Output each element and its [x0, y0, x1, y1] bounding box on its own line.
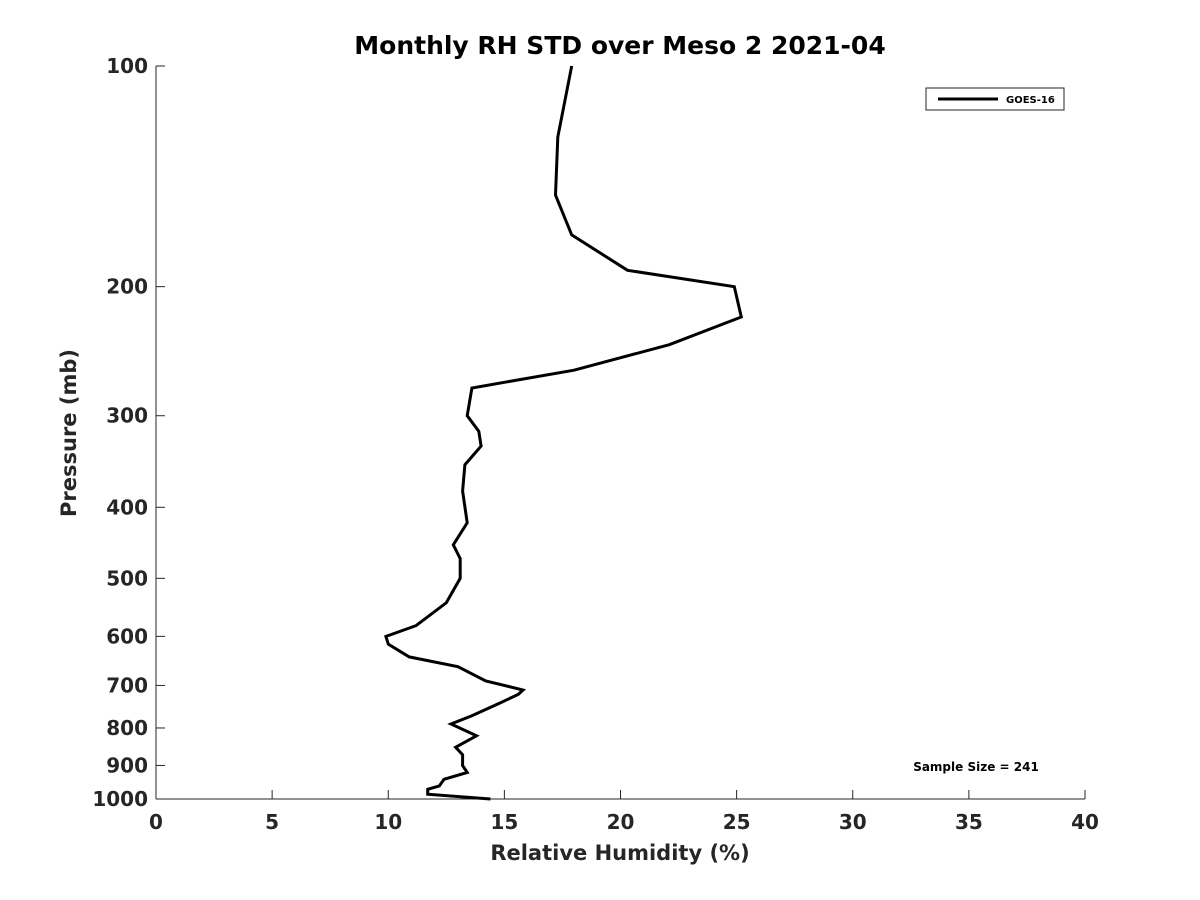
sample-size-annotation: Sample Size = 241	[913, 760, 1039, 774]
series-line-goes-16	[384, 65, 744, 801]
x-tick-label-10: 10	[374, 810, 402, 834]
y-tick-label-600: 600	[106, 624, 148, 648]
x-tick-label-30: 30	[839, 810, 867, 834]
y-tick-label-400: 400	[106, 495, 148, 519]
y-tick-label-500: 500	[106, 566, 148, 590]
x-tick-label-25: 25	[723, 810, 751, 834]
y-tick-label-900: 900	[106, 753, 148, 777]
y-axis-label: Pressure (mb)	[57, 349, 81, 517]
series-layer	[384, 65, 744, 801]
chart-title: Monthly RH STD over Meso 2 2021-04	[354, 31, 885, 60]
y-tick-label-800: 800	[106, 716, 148, 740]
x-tick-label-15: 15	[490, 810, 518, 834]
x-tick-label-35: 35	[955, 810, 983, 834]
x-axis-ticks: 0 5 10 15 20 25 30 35 40	[149, 790, 1099, 834]
y-tick-label-200: 200	[106, 275, 148, 299]
legend: GOES-16	[925, 87, 1065, 111]
x-tick-label-20: 20	[607, 810, 635, 834]
x-tick-label-5: 5	[265, 810, 279, 834]
y-tick-label-1000: 1000	[92, 787, 148, 811]
x-axis-label: Relative Humidity (%)	[490, 841, 749, 865]
x-tick-label-0: 0	[149, 810, 163, 834]
legend-label-goes-16: GOES-16	[1006, 95, 1055, 106]
x-tick-label-40: 40	[1071, 810, 1099, 834]
y-tick-label-700: 700	[106, 673, 148, 697]
y-tick-label-100: 100	[106, 54, 148, 78]
y-axis-ticks: 100 200 300 400 500 600 700 800 900 1000	[92, 54, 165, 811]
y-tick-label-300: 300	[106, 404, 148, 428]
